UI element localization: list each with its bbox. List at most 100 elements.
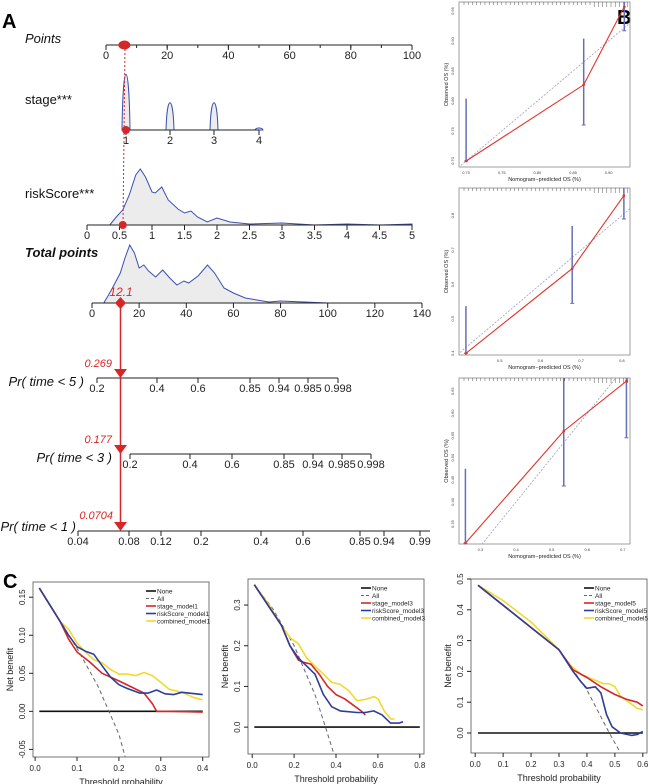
points-tick-label: 80 [345, 50, 357, 62]
pr3-tick-label: 0.94 [302, 459, 323, 471]
riskscore-density [108, 168, 413, 226]
legend-label: riskScore_model3 [372, 608, 424, 615]
y-tick-label: 0.50 [450, 453, 455, 462]
calibration-point [570, 267, 574, 270]
x-tick-label: 0.3 [155, 764, 167, 773]
selected-pr1: 0.0704 [79, 510, 113, 522]
x-tick-label: 0.7 [620, 547, 626, 552]
legend-label: riskScore_model1 [157, 611, 209, 618]
plot-frame [458, 187, 631, 356]
calibration-point [622, 194, 626, 197]
stage-marker [122, 126, 130, 134]
plot-frame [458, 1, 631, 168]
x-tick-label: 0.2 [289, 761, 301, 770]
pr3-tick-label: 0.985 [328, 459, 356, 471]
x-tick-label: 0.8 [414, 761, 426, 770]
pr1-tick-label: 0.6 [295, 536, 310, 548]
x-tick-label: 0.90 [605, 170, 614, 175]
riskscore-tick-label: 1.5 [177, 230, 192, 242]
y-tick-label: 0.5 [456, 573, 465, 585]
legend-label: combined_model5 [595, 615, 649, 622]
y-tick-label: 0.60 [450, 409, 455, 418]
y-tick-label: 0.2 [456, 665, 465, 677]
calibration-point [464, 541, 467, 545]
total-points-tick-label: 80 [274, 308, 286, 320]
x-tick-label: 0.4 [197, 764, 209, 773]
y-tick-label: 0.35 [450, 519, 455, 528]
ideal-line [481, 378, 617, 544]
pr5-tick-label: 0.6 [190, 383, 205, 395]
x-tick-label: 0.0 [247, 761, 259, 770]
x-tick-label: 0.1 [498, 760, 510, 769]
points-tick-label: 40 [222, 50, 234, 62]
calibration-plot-3: 0.3 0.4 0.5 0.6 0.7 0.35 0.40 0.45 0.50 0.55 0.60 0… [444, 377, 631, 560]
y-tick-label: 0.8 [450, 212, 455, 218]
points-tick-label: 0 [103, 50, 109, 62]
y-tick-label: 0.2 [233, 640, 242, 652]
riskscore-tick-label: 5 [409, 230, 415, 242]
calibration-plots: 0.70 0.75 0.80 0.85 0.90 0.70 0.75 0.80 0.85 0.90… [444, 1, 631, 560]
pr3-tick-label: 0.4 [182, 459, 197, 471]
x-tick-label: 0.6 [637, 760, 649, 769]
row-label-riskscore: riskScore*** [25, 186, 94, 201]
y-axis-label: Observed OS (%) [444, 63, 450, 107]
y-tick-label: 0.4 [450, 350, 455, 356]
x-tick-label: 0.7 [578, 358, 584, 363]
row-label-pr3: Pr( time < 3 ) [37, 450, 113, 465]
points-marker [118, 40, 131, 50]
x-tick-label: 0.0 [470, 760, 482, 769]
pr3-tick-label: 0.2 [122, 459, 137, 471]
x-tick-label: 0.3 [478, 547, 484, 552]
x-axis-label: Nomogram−predicted OS (%) [508, 365, 581, 371]
panel-letter-c: C [3, 571, 17, 593]
y-tick-label: 0.45 [450, 475, 455, 484]
stage-tick-label: 2 [167, 135, 173, 147]
x-tick-label: 0.4 [581, 760, 593, 769]
calibration-point [625, 379, 628, 383]
dca-plot-3: 0.0 0.1 0.2 0.3 0.4 0.5 0.6 0.0 0.1 0.2 0.3 0.4 0.5 T… [443, 573, 649, 783]
total-points-density [102, 243, 422, 304]
y-tick-label: 0.40 [450, 497, 455, 506]
stage-tick-label: 1 [123, 135, 129, 147]
probability-arrow [114, 369, 127, 378]
dca-plot-2: 0.0 0.2 0.4 0.6 0.8 0.0 0.1 0.2 0.3 Threshold pro… [220, 578, 426, 784]
y-tick-label: 0.7 [450, 246, 455, 252]
x-tick-label: 0.1 [71, 764, 83, 773]
pr5-tick-label: 0.85 [239, 383, 260, 395]
series-line-riskscore-model5 [477, 584, 644, 737]
legend-label: None [595, 585, 611, 592]
x-axis-label: Nomogram−predicted OS (%) [508, 177, 581, 183]
y-tick-label: -0.05 [18, 740, 27, 759]
y-tick-label: 0.00 [18, 703, 27, 719]
riskscore-tick-label: 2.5 [242, 230, 257, 242]
legend-label: All [595, 593, 603, 600]
legend-label: riskScore_model5 [595, 608, 647, 615]
x-axis-label: Nomogram−predicted OS (%) [508, 554, 581, 560]
legend-label: combined_model1 [157, 618, 211, 625]
y-axis-label: Net benefit [220, 644, 230, 688]
y-tick-label: 0.1 [233, 680, 242, 692]
riskscore-tick-label: 0.5 [112, 230, 127, 242]
y-tick-label: 0.70 [450, 156, 455, 165]
total-points-tick-label: 0 [89, 308, 95, 320]
pr5-tick-label: 0.94 [268, 383, 289, 395]
plot-frame [32, 581, 210, 758]
x-tick-label: 0.6 [538, 358, 544, 363]
y-tick-label: 0.0 [456, 727, 465, 739]
plot-frame [458, 377, 631, 545]
riskscore-tick-label: 3.5 [307, 230, 322, 242]
y-tick-label: 0.5 [450, 315, 455, 321]
x-axis-label: Threshold probability [517, 773, 601, 783]
pr5-tick-label: 0.985 [294, 383, 322, 395]
x-axis-label: Threshold probability [79, 777, 163, 784]
points-tick-label: 60 [283, 50, 295, 62]
y-tick-label: 0.6 [450, 281, 455, 287]
y-tick-label: 0.05 [18, 665, 27, 681]
row-label-points: Points [25, 31, 62, 46]
total-points-tick-label: 60 [227, 308, 239, 320]
pr5-tick-label: 0.998 [324, 383, 352, 395]
points-tick-label: 20 [161, 50, 173, 62]
y-tick-label: 0.3 [233, 599, 242, 611]
total-points-tick-label: 140 [413, 308, 431, 320]
